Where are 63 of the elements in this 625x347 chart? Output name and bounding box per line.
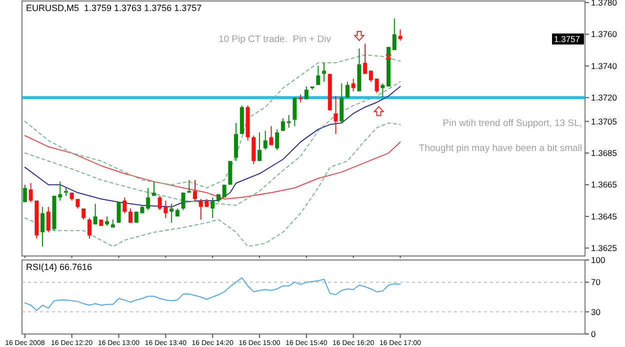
y-tick-label: 1.3720 xyxy=(591,92,618,103)
candlestick xyxy=(380,82,385,98)
y-tick-label: 70 xyxy=(591,277,601,288)
y-tick-label: 1.3760 xyxy=(591,29,618,40)
candlestick xyxy=(292,97,297,127)
candlestick xyxy=(392,18,396,51)
candlestick xyxy=(363,43,368,74)
annotation: Pin wtih trend off Support, 13 SL, xyxy=(442,118,582,129)
candlestick xyxy=(322,62,326,82)
annotation: 10 Pip CT trade. Pin + Div xyxy=(218,34,332,45)
candlestick xyxy=(275,128,280,150)
candlestick xyxy=(398,29,402,42)
y-tick-label: 1.3740 xyxy=(591,60,618,71)
y-tick-label: 100 xyxy=(591,254,606,265)
chart-title: RSI(14) 66.7616 xyxy=(26,262,92,272)
candlestick xyxy=(304,86,308,100)
line-series xyxy=(24,122,401,247)
candlestick xyxy=(280,118,285,132)
line-series xyxy=(24,54,401,188)
candlestick xyxy=(128,208,132,224)
candlestick xyxy=(263,130,268,150)
candlestick xyxy=(334,96,338,135)
y-tick-label: 1.3645 xyxy=(591,211,618,222)
y-tick-label: 1.3780 xyxy=(591,0,618,8)
candlestick xyxy=(345,81,350,98)
line-series xyxy=(24,135,401,200)
candlestick xyxy=(368,70,373,82)
candlestick xyxy=(181,192,186,211)
candlestick xyxy=(269,126,274,146)
candlestick xyxy=(87,217,92,240)
candlestick xyxy=(22,184,27,203)
candlestick xyxy=(146,187,150,211)
candlestick xyxy=(122,196,127,214)
candlestick xyxy=(374,78,379,94)
candlestick xyxy=(316,65,320,86)
y-tick-label: 30 xyxy=(591,306,601,317)
candlestick xyxy=(93,203,98,225)
candlestick xyxy=(258,132,262,162)
candlestick xyxy=(116,202,121,224)
candlestick xyxy=(105,216,110,226)
candlestick xyxy=(286,114,291,128)
annotation: 1.3757 xyxy=(554,34,580,44)
candlestick xyxy=(193,179,198,202)
candlestick xyxy=(210,196,215,218)
candlestick xyxy=(28,182,33,203)
candlestick xyxy=(152,181,156,196)
candlestick xyxy=(234,122,238,162)
candlestick xyxy=(340,82,344,124)
candlestick xyxy=(46,206,50,233)
candlestick xyxy=(187,179,192,194)
candlestick xyxy=(170,203,174,224)
y-tick-label: 1.3685 xyxy=(591,148,618,158)
candlestick xyxy=(40,206,45,247)
y-tick-label: 0 xyxy=(591,328,596,339)
candlestick xyxy=(252,135,256,165)
candlestick xyxy=(222,184,226,198)
y-tick-label: 1.3705 xyxy=(591,116,618,126)
candlestick xyxy=(351,78,356,92)
y-tick-label: 1.3625 xyxy=(591,243,618,254)
annotation: Thought pin may have been a bit small xyxy=(418,143,582,154)
chart-title: EURUSD,M5 1.3759 1.3763 1.3756 1.3757 xyxy=(26,3,202,13)
y-tick-label: 1.3665 xyxy=(591,180,618,190)
line-series xyxy=(24,277,401,311)
